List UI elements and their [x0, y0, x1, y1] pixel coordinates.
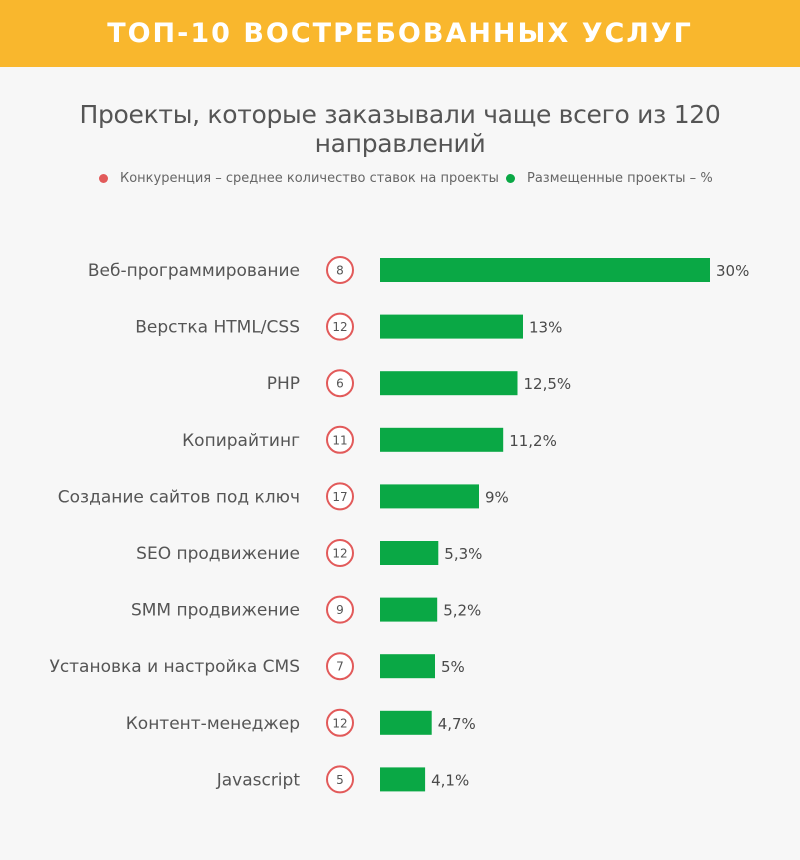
value-label: 11,2%: [509, 432, 557, 450]
value-label: 4,7%: [438, 715, 476, 733]
value-label: 12,5%: [524, 375, 572, 393]
bar: [380, 427, 504, 452]
competition-value: 8: [336, 264, 344, 278]
title-banner: ТОП-10 ВОСТРЕБОВАННЫХ УСЛУГ: [0, 0, 800, 67]
competition-badge: [326, 482, 354, 511]
category-label: Копирайтинг: [182, 431, 300, 451]
competition-value: 11: [332, 433, 347, 447]
category-label: Javascript: [216, 770, 301, 790]
bar: [380, 597, 438, 622]
value-label: 5,2%: [443, 602, 481, 620]
bar: [380, 371, 518, 396]
competition-value: 12: [332, 547, 347, 561]
competition-badge: [326, 256, 354, 284]
category-label: PHP: [267, 374, 300, 394]
category-label: Установка и настройка CMS: [49, 657, 300, 677]
competition-badge: [326, 539, 354, 567]
value-label: 5%: [441, 658, 465, 676]
bar: [380, 258, 710, 282]
competition-value: 12: [332, 320, 347, 334]
legend-competition: Конкуренция – среднее количество ставок …: [99, 171, 499, 186]
category-label: Верстка HTML/CSS: [135, 318, 300, 338]
bar: [380, 654, 435, 679]
competition-badge: [326, 369, 354, 398]
legend-placed: Размещенные проекты – %: [506, 171, 713, 186]
category-label: Контент-менеджер: [126, 714, 300, 734]
competition-value: 17: [332, 490, 347, 504]
value-label: 9%: [485, 488, 509, 506]
category-label: Веб-программирование: [88, 261, 300, 281]
competition-badge: [326, 425, 354, 454]
legend-placed-dot: [506, 174, 515, 183]
value-label: 5,3%: [444, 545, 482, 563]
page-subtitle: Проекты, которые заказывали чаще всего и…: [79, 100, 721, 158]
category-label: SMM продвижение: [131, 601, 300, 621]
competition-value: 6: [336, 377, 344, 391]
competition-value: 12: [332, 716, 347, 730]
bar: [380, 484, 479, 509]
competition-value: 5: [336, 773, 344, 787]
legend-competition-label: Конкуренция – среднее количество ставок …: [120, 171, 499, 186]
competition-value: 7: [336, 660, 344, 674]
bar: [380, 767, 426, 792]
competition-badge: [326, 595, 354, 624]
value-label: 13%: [529, 319, 562, 337]
competition-badge: [326, 765, 354, 794]
bar: [380, 314, 523, 339]
value-label: 4,1%: [431, 771, 469, 789]
legend-placed-label: Размещенные проекты – %: [527, 171, 713, 186]
value-label: 30%: [716, 262, 749, 280]
bar: [380, 710, 432, 735]
category-label: SEO продвижение: [136, 544, 300, 564]
competition-badge: [326, 312, 354, 341]
legend-competition-dot: [99, 174, 108, 183]
competition-value: 9: [336, 603, 344, 617]
category-label: Создание сайтов под ключ: [58, 487, 300, 507]
competition-badge: [326, 652, 354, 681]
bar: [380, 541, 439, 565]
page-title: ТОП-10 ВОСТРЕБОВАННЫХ УСЛУГ: [107, 18, 693, 49]
competition-badge: [326, 708, 354, 737]
